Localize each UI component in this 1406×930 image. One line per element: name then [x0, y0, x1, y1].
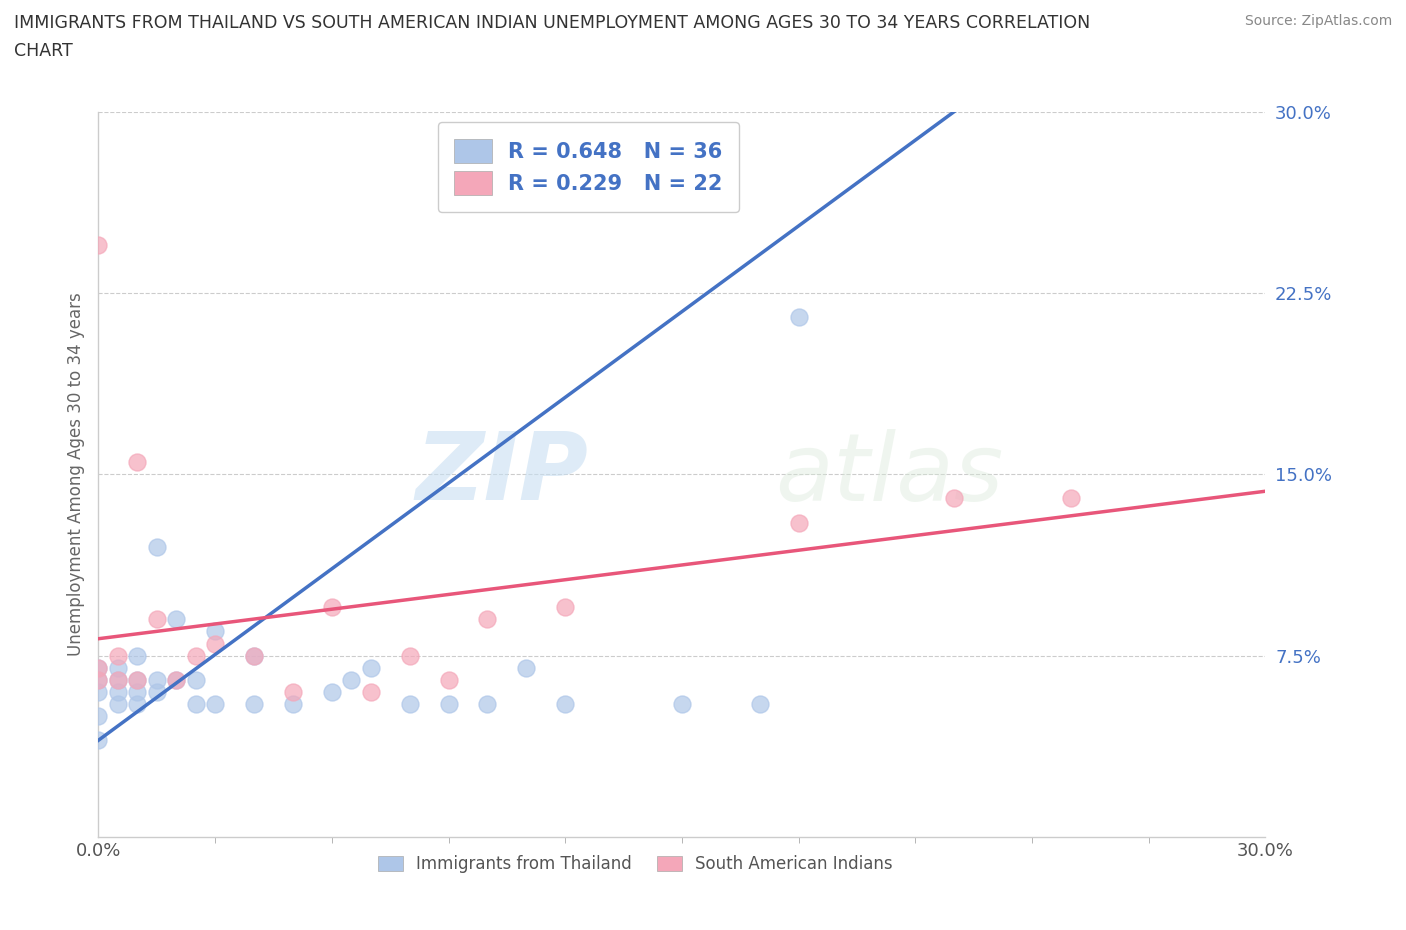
Point [127, 672, 149, 687]
Point [1060, 491, 1083, 506]
Point [87, 660, 110, 675]
Point [554, 600, 576, 615]
Point [281, 684, 304, 699]
Point [787, 515, 810, 530]
Point [165, 612, 187, 627]
Point [787, 310, 810, 325]
Point [184, 672, 207, 687]
Text: Source: ZipAtlas.com: Source: ZipAtlas.com [1244, 14, 1392, 28]
Point [184, 648, 207, 663]
Y-axis label: Unemployment Among Ages 30 to 34 years: Unemployment Among Ages 30 to 34 years [66, 292, 84, 657]
Point [321, 600, 343, 615]
Point [515, 660, 537, 675]
Point [671, 697, 693, 711]
Point [87, 660, 110, 675]
Point [87, 733, 110, 748]
Point [340, 672, 363, 687]
Point [243, 697, 266, 711]
Point [243, 648, 266, 663]
Point [127, 672, 149, 687]
Point [398, 697, 420, 711]
Point [87, 709, 110, 724]
Point [184, 697, 207, 711]
Point [87, 684, 110, 699]
Point [127, 684, 149, 699]
Point [204, 697, 226, 711]
Point [243, 648, 266, 663]
Point [87, 237, 110, 252]
Point [146, 612, 169, 627]
Text: CHART: CHART [14, 42, 73, 60]
Point [165, 672, 187, 687]
Text: ZIP: ZIP [416, 429, 589, 520]
Point [204, 636, 226, 651]
Point [437, 672, 460, 687]
Point [107, 648, 129, 663]
Point [107, 672, 129, 687]
Point [127, 697, 149, 711]
Point [360, 684, 382, 699]
Point [360, 660, 382, 675]
Point [107, 684, 129, 699]
Point [127, 455, 149, 470]
Point [398, 648, 420, 663]
Point [204, 624, 226, 639]
Point [146, 684, 169, 699]
Point [437, 697, 460, 711]
Text: atlas: atlas [775, 429, 1004, 520]
Point [477, 697, 499, 711]
Point [321, 684, 343, 699]
Point [477, 612, 499, 627]
Point [943, 491, 966, 506]
Point [107, 660, 129, 675]
Point [87, 672, 110, 687]
Point [87, 672, 110, 687]
Text: IMMIGRANTS FROM THAILAND VS SOUTH AMERICAN INDIAN UNEMPLOYMENT AMONG AGES 30 TO : IMMIGRANTS FROM THAILAND VS SOUTH AMERIC… [14, 14, 1090, 32]
Point [748, 697, 770, 711]
Point [554, 697, 576, 711]
Point [165, 672, 187, 687]
Point [107, 697, 129, 711]
Legend: Immigrants from Thailand, South American Indians: Immigrants from Thailand, South American… [371, 848, 900, 880]
Point [107, 672, 129, 687]
Point [146, 539, 169, 554]
Point [146, 672, 169, 687]
Point [281, 697, 304, 711]
Point [127, 648, 149, 663]
